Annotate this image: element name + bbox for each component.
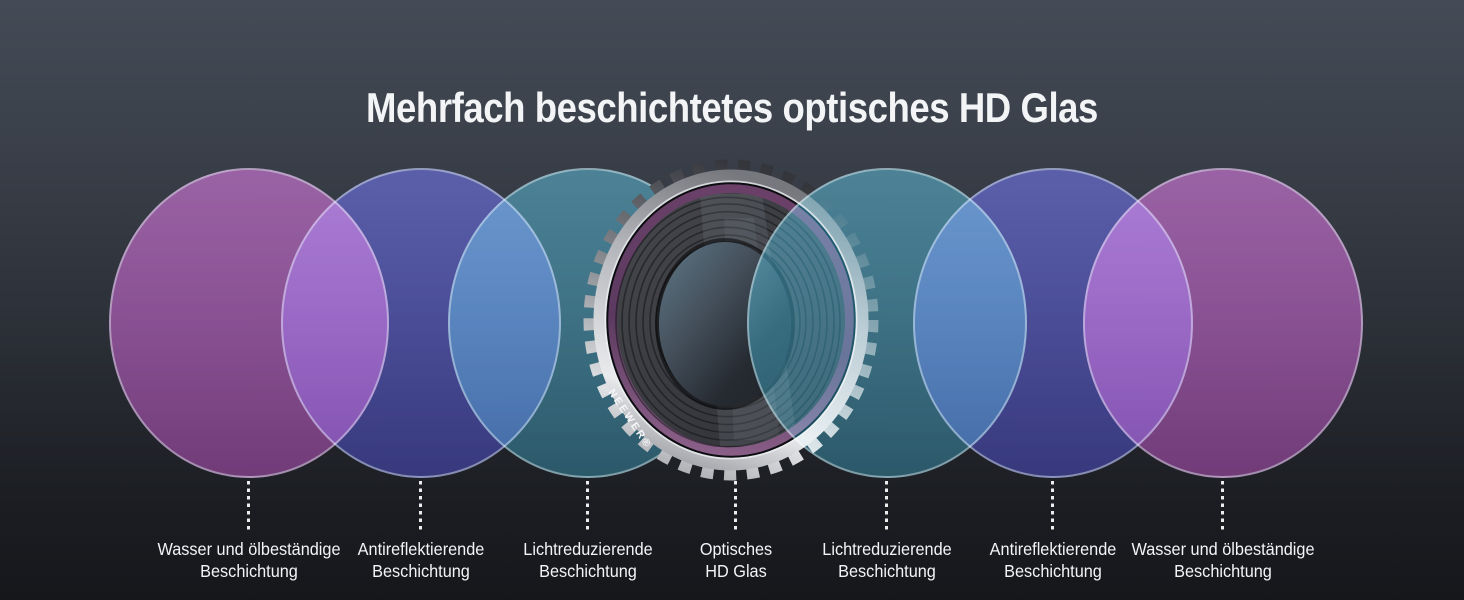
coating-label-line: HD Glas — [705, 560, 767, 581]
coating-label-water-oil-left: Wasser und ölbeständige Beschichtung — [128, 539, 370, 582]
coating-label-line: Beschichtung — [539, 560, 637, 581]
coating-label-light-reducing-left: Lichtreduzierende Beschichtung — [467, 539, 709, 582]
coating-label-line: Antireflektierende — [989, 539, 1117, 559]
coating-label-line: Beschichtung — [372, 560, 470, 581]
coating-label-line: Antireflektierende — [357, 539, 485, 559]
coating-label-line: Beschichtung — [200, 560, 298, 581]
coating-label-line: Lichtreduzierende — [523, 539, 653, 559]
connector-line — [734, 481, 737, 532]
connector-line — [247, 481, 250, 532]
coating-label-light-reducing-right: Lichtreduzierende Beschichtung — [766, 539, 1008, 582]
connector-line — [1221, 481, 1224, 532]
coating-label-optical-hd-glass: Optisches HD Glas — [615, 539, 857, 582]
coating-label-line: Beschichtung — [1004, 560, 1102, 581]
connector-line — [1051, 481, 1054, 532]
coating-label-anti-reflective-right: Antireflektierende Beschichtung — [932, 539, 1174, 582]
connector-line — [419, 481, 422, 532]
coating-disc-water-oil-right — [1083, 168, 1363, 478]
coating-label-line: Beschichtung — [838, 560, 936, 581]
connector-line — [885, 481, 888, 532]
page-title: Mehrfach beschichtetes optisches HD Glas — [366, 84, 1098, 131]
coating-label-line: Optisches — [699, 539, 773, 559]
coating-label-line: Wasser und ölbeständige — [1131, 539, 1315, 559]
coating-label-line: Beschichtung — [1174, 560, 1272, 581]
coating-label-line: Wasser und ölbeständige — [157, 539, 341, 559]
coating-label-line: Lichtreduzierende — [822, 539, 952, 559]
coating-label-water-oil-right: Wasser und ölbeständige Beschichtung — [1102, 539, 1344, 582]
connector-line — [586, 481, 589, 532]
coating-label-anti-reflective-left: Antireflektierende Beschichtung — [300, 539, 542, 582]
